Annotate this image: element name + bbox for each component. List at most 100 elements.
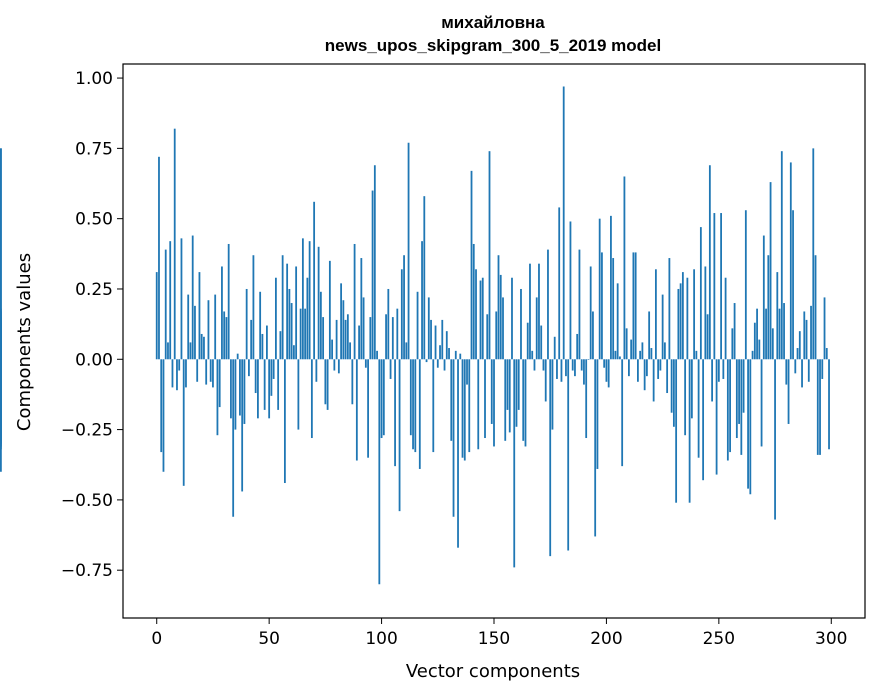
bar xyxy=(439,345,441,360)
bar xyxy=(511,277,513,360)
bar xyxy=(355,359,358,461)
bar xyxy=(616,283,619,360)
bar xyxy=(758,339,761,360)
bar xyxy=(706,314,709,360)
bar xyxy=(643,359,646,391)
bar xyxy=(407,142,410,360)
bar xyxy=(391,317,394,360)
bar xyxy=(524,359,527,447)
bar xyxy=(587,359,590,360)
bar xyxy=(729,359,731,453)
bar xyxy=(807,359,810,382)
bar xyxy=(162,359,165,472)
bar xyxy=(751,350,754,360)
y-tick-label: −0.50 xyxy=(61,491,113,511)
bar xyxy=(598,218,601,360)
bar xyxy=(272,359,275,379)
bar xyxy=(434,325,437,360)
bar xyxy=(245,288,248,360)
bar xyxy=(382,359,385,436)
bar xyxy=(558,207,561,360)
bar xyxy=(681,272,684,360)
bar xyxy=(290,303,293,360)
y-tick-label: 0.00 xyxy=(75,350,113,370)
bar xyxy=(221,266,223,360)
bar xyxy=(798,331,801,360)
bar xyxy=(765,308,767,360)
y-tick-label: 0.50 xyxy=(75,210,113,230)
bar xyxy=(266,325,268,360)
bar xyxy=(472,243,475,360)
bar xyxy=(322,317,325,360)
bar xyxy=(335,319,338,360)
bar xyxy=(239,359,241,416)
bar xyxy=(481,277,484,360)
chart-subtitle: news_upos_skipgram_300_5_2019 model xyxy=(325,36,661,55)
bar xyxy=(378,359,381,585)
bar xyxy=(385,314,387,360)
bar xyxy=(639,350,642,360)
bar xyxy=(187,294,190,360)
bar xyxy=(443,359,446,371)
bar xyxy=(230,359,232,419)
bar xyxy=(394,359,396,467)
bar xyxy=(279,331,282,360)
bar xyxy=(389,359,392,379)
bar xyxy=(171,359,174,388)
bar xyxy=(180,238,183,360)
bar xyxy=(292,345,295,360)
bar xyxy=(212,359,214,388)
bar xyxy=(191,235,194,360)
bar xyxy=(744,210,747,360)
bar xyxy=(756,308,758,360)
bar xyxy=(308,241,311,360)
bar xyxy=(490,359,493,424)
bar xyxy=(441,319,444,360)
bar xyxy=(504,359,507,441)
bar xyxy=(605,359,608,382)
bar xyxy=(297,359,300,430)
bar xyxy=(387,288,390,360)
bar xyxy=(663,342,666,360)
bar xyxy=(702,359,705,481)
bar xyxy=(328,260,331,360)
bar xyxy=(778,308,781,360)
bar xyxy=(337,359,340,374)
bar xyxy=(801,359,803,388)
bar xyxy=(223,311,226,360)
x-tick-label: 100 xyxy=(365,629,397,649)
bar xyxy=(479,280,482,360)
bar xyxy=(542,359,545,371)
bar xyxy=(497,255,500,360)
bar xyxy=(819,359,821,455)
bar xyxy=(182,359,185,486)
bar xyxy=(178,359,181,371)
bar xyxy=(418,359,421,469)
bar xyxy=(648,311,651,360)
bar xyxy=(623,176,626,360)
plot-area-frame xyxy=(122,63,866,619)
bar xyxy=(484,359,486,439)
bar xyxy=(628,359,630,377)
bar xyxy=(155,272,158,360)
bar xyxy=(641,342,644,360)
bar xyxy=(409,359,412,436)
bar xyxy=(486,314,489,360)
bar xyxy=(463,359,466,461)
bar xyxy=(436,359,439,368)
bar xyxy=(733,303,736,360)
bar xyxy=(717,359,720,382)
bar xyxy=(425,359,428,363)
bar xyxy=(713,213,716,360)
bar xyxy=(313,201,316,360)
bar xyxy=(569,221,572,360)
bar xyxy=(679,283,682,360)
x-tick-label: 150 xyxy=(478,629,510,649)
bar xyxy=(753,322,756,360)
bar xyxy=(533,359,536,371)
bar xyxy=(499,274,502,360)
bar xyxy=(810,305,812,360)
bar xyxy=(677,288,680,360)
bar xyxy=(580,359,583,371)
